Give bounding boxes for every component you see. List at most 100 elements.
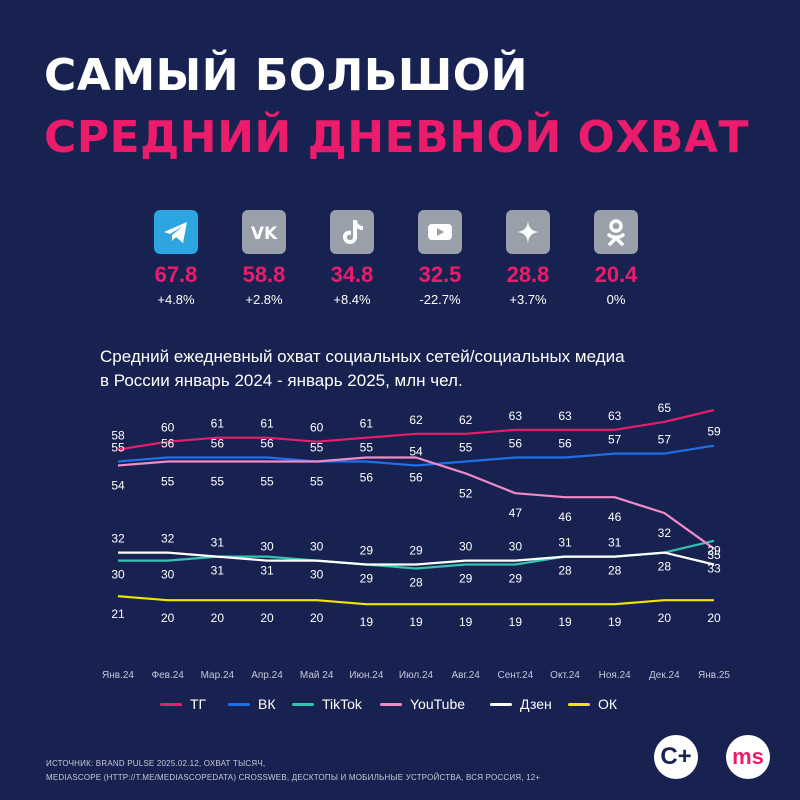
data-label: 31: [211, 536, 225, 550]
data-label: 21: [111, 607, 125, 621]
data-label: 61: [360, 417, 374, 431]
svg-text:VK: VK: [251, 224, 278, 244]
x-tick-label: Янв.25: [698, 670, 730, 681]
footnote-line-2: MEDIASCOPE (HTTP://T.ME/MEDIASCOPEDATA) …: [46, 773, 541, 782]
data-label: 55: [111, 441, 125, 455]
data-label: 19: [409, 615, 423, 629]
data-label: 33: [707, 562, 721, 576]
legend-swatch: [568, 702, 590, 706]
legend-label: ВК: [258, 696, 276, 712]
data-label: 47: [509, 506, 523, 520]
data-label: 29: [459, 572, 473, 586]
legend-swatch: [380, 702, 402, 706]
data-label: 29: [360, 572, 374, 586]
legend-swatch: [160, 702, 182, 706]
data-label: 28: [658, 560, 672, 574]
series-line-тг: [117, 408, 715, 451]
legend-swatch: [228, 702, 250, 706]
legend-label: Дзен: [520, 696, 552, 712]
x-tick-label: Сент.24: [497, 670, 533, 681]
data-label: 61: [260, 417, 274, 431]
data-label: 31: [260, 564, 274, 578]
data-label: 31: [608, 536, 622, 550]
data-label: 55: [310, 475, 324, 489]
data-label: 63: [608, 409, 622, 423]
logo-cplus: C+: [654, 735, 698, 779]
legend-label: ТГ: [190, 696, 207, 712]
data-label: 30: [260, 540, 274, 554]
data-label: 31: [211, 564, 225, 578]
platform-odnoklassniki: 20.4 0%: [576, 210, 656, 307]
data-label: 46: [608, 510, 622, 524]
line-chart: 58 60 61 61 60 61 62 62 63 63 63 65 55 56 56 56 55 55 54 55…: [102, 401, 730, 681]
legend-item-tiktok: TikTok: [292, 696, 362, 712]
data-label: 56: [360, 471, 374, 485]
platform-youtube: 32.5 -22.7%: [400, 210, 480, 307]
logo-cplus-text: C+: [660, 743, 692, 770]
series-line-вк: [117, 444, 715, 467]
platform-change: -22.7%: [419, 292, 461, 307]
data-label: 31: [558, 536, 572, 550]
data-label: 19: [509, 615, 523, 629]
data-label: 56: [161, 437, 175, 451]
data-label: 62: [409, 413, 423, 427]
data-label: 55: [310, 441, 324, 455]
platform-change: +3.7%: [509, 292, 547, 307]
series-line-дзен: [118, 551, 715, 566]
data-label: 62: [459, 413, 473, 427]
data-label: 19: [360, 615, 374, 629]
platform-tiktok: 34.8 +8.4%: [312, 210, 392, 307]
vk-icon: VK: [242, 210, 286, 254]
data-label: 30: [459, 540, 473, 554]
logo-ms: ms: [726, 735, 770, 779]
data-label: 61: [211, 417, 225, 431]
data-label: 55: [260, 475, 274, 489]
telegram-icon: [154, 210, 198, 254]
series-line-youtube: [117, 456, 715, 550]
data-label: 19: [608, 615, 622, 629]
data-label: 54: [111, 478, 125, 492]
data-label: 30: [509, 540, 523, 554]
data-label: 30: [111, 568, 125, 582]
x-tick-label: Мар.24: [201, 670, 235, 681]
tiktok-icon: [330, 210, 374, 254]
platform-value: 20.4: [594, 262, 638, 287]
platform-change: +4.8%: [157, 292, 195, 307]
platform-change: +8.4%: [333, 292, 371, 307]
legend-label: ОК: [598, 696, 618, 712]
legend-swatch: [292, 702, 314, 706]
data-label: 20: [211, 611, 225, 625]
platform-value: 32.5: [418, 262, 462, 287]
legend-label: TikTok: [322, 696, 362, 712]
x-tick-label: Окт.24: [550, 670, 580, 681]
series-line-ок: [117, 595, 714, 606]
data-label: 30: [310, 540, 324, 554]
data-label: 20: [260, 611, 274, 625]
data-label: 56: [558, 437, 572, 451]
data-label: 32: [161, 532, 175, 546]
data-label: 60: [161, 421, 175, 435]
data-label: 55: [360, 441, 374, 455]
legend-item-ok: ОК: [568, 696, 617, 712]
legend-item-tg: ТГ: [160, 696, 206, 712]
x-tick-label: Дек.24: [649, 670, 680, 681]
platform-value: 58.8: [242, 262, 286, 287]
data-label: 54: [409, 444, 423, 458]
legend-item-vk: ВК: [228, 696, 276, 712]
data-label: 57: [658, 433, 672, 447]
x-tick-label: Май 24: [300, 670, 334, 681]
dzen-icon: [506, 210, 550, 254]
data-label: 56: [409, 471, 423, 485]
title-line-1: САМЫЙ БОЛЬШОЙ: [44, 50, 528, 101]
x-tick-label: Июл.24: [399, 670, 434, 681]
data-label: 52: [459, 486, 473, 500]
x-tick-label: Апр.24: [251, 670, 283, 681]
data-label: 63: [509, 409, 523, 423]
data-label: 56: [260, 437, 274, 451]
legend-swatch: [490, 702, 512, 706]
odnoklassniki-icon: [594, 210, 638, 254]
x-tick-label: Июн.24: [349, 670, 384, 681]
source-footnote: ИСТОЧНИК: BRAND PULSE 2025.02.12, ОХВАТ …: [46, 757, 540, 785]
subtitle-line-1: Средний ежедневный охват социальных сете…: [100, 347, 625, 366]
data-label: 65: [658, 401, 672, 415]
